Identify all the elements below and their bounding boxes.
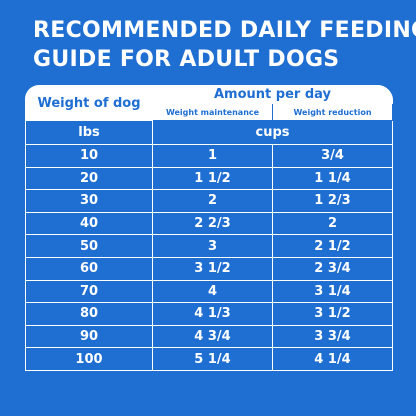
table-row: 60 3 1/2 2 3/4 — [25, 256, 393, 281]
table-cell: 30 — [25, 189, 153, 213]
table-cell: 60 — [25, 256, 153, 281]
table-cell: 10 — [25, 144, 153, 168]
subheader: Weight reduction — [272, 103, 393, 121]
table-row: 20 1 1/2 1 1/4 — [25, 166, 393, 191]
table-cell: 4 1/4 — [272, 347, 393, 371]
feeding-table: Weight of dog Amount per day Weight main… — [25, 85, 393, 371]
table-cell: 1 1/4 — [272, 166, 393, 191]
table-cell: 1 1/2 — [152, 166, 273, 191]
header-row: Weight of dog Amount per day — [25, 85, 393, 121]
title-line: RECOMMENDED DAILY FEEDING — [33, 18, 416, 43]
table-row: 10 1 3/4 — [25, 144, 393, 168]
table-cell: 1 — [152, 144, 273, 168]
table-cell: 3 1/2 — [152, 256, 273, 281]
unit-row: lbs cups — [25, 120, 393, 145]
table-row: 100 5 1/4 4 1/4 — [25, 347, 393, 371]
table-cell: 90 — [25, 324, 153, 349]
title: RECOMMENDED DAILY FEEDING GUIDE FOR ADUL… — [33, 16, 416, 74]
unit: lbs — [25, 120, 153, 145]
table-cell: 50 — [25, 234, 153, 258]
table-cell: 80 — [25, 302, 153, 326]
table-cell: 70 — [25, 279, 153, 304]
amount-header: Amount per day — [152, 85, 393, 104]
table-cell: 2 3/4 — [272, 256, 393, 281]
table-cell: 4 1/3 — [152, 302, 273, 326]
table-cell: 2 — [152, 189, 273, 213]
table-cell: 2 — [272, 211, 393, 236]
table-cell: 4 — [152, 279, 273, 304]
table-cell: 4 3/4 — [152, 324, 273, 349]
table-cell: 2 2/3 — [152, 211, 273, 236]
subheader: Weight maintenance — [152, 103, 273, 121]
table-row: 50 3 2 1/2 — [25, 234, 393, 258]
table-cell: 100 — [25, 347, 153, 371]
table-cell: 1 2/3 — [272, 189, 393, 213]
unit: cups — [152, 120, 393, 145]
table-cell: 3 1/4 — [272, 279, 393, 304]
table-cell: 5 1/4 — [152, 347, 273, 371]
table-row: 80 4 1/3 3 1/2 — [25, 302, 393, 326]
table-cell: 20 — [25, 166, 153, 191]
weight-header: Weight of dog — [25, 85, 153, 121]
table-row: 30 2 1 2/3 — [25, 189, 393, 213]
table-row: 90 4 3/4 3 3/4 — [25, 324, 393, 349]
title-line: GUIDE FOR ADULT DOGS — [33, 47, 340, 72]
table-cell: 2 1/2 — [272, 234, 393, 258]
table-cell: 3 1/2 — [272, 302, 393, 326]
table-cell: 3 — [152, 234, 273, 258]
table-cell: 40 — [25, 211, 153, 236]
table-cell: 3 3/4 — [272, 324, 393, 349]
table-row: 70 4 3 1/4 — [25, 279, 393, 304]
table-cell: 3/4 — [272, 144, 393, 168]
table-row: 40 2 2/3 2 — [25, 211, 393, 236]
